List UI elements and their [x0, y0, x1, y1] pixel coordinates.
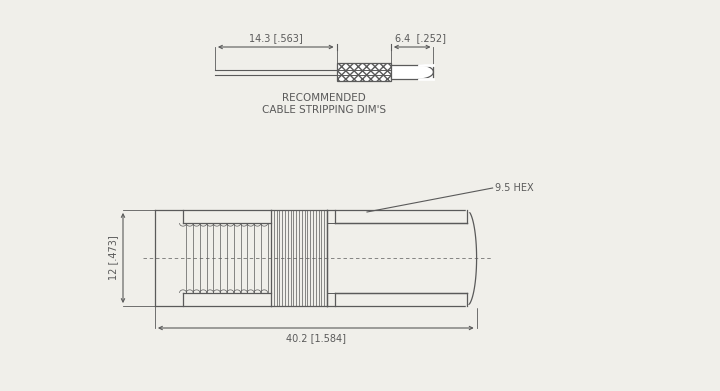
Text: 9.5 HEX: 9.5 HEX — [495, 183, 534, 193]
Text: RECOMMENDED
CABLE STRIPPING DIM'S: RECOMMENDED CABLE STRIPPING DIM'S — [262, 93, 387, 115]
Bar — [336, 63, 391, 81]
Text: 14.3 [.563]: 14.3 [.563] — [249, 33, 302, 43]
Bar — [391, 65, 433, 79]
Bar — [336, 63, 391, 81]
Text: 6.4  [.252]: 6.4 [.252] — [395, 33, 446, 43]
Text: 40.2 [1.584]: 40.2 [1.584] — [286, 333, 346, 343]
Text: 12 [.473]: 12 [.473] — [108, 236, 118, 280]
